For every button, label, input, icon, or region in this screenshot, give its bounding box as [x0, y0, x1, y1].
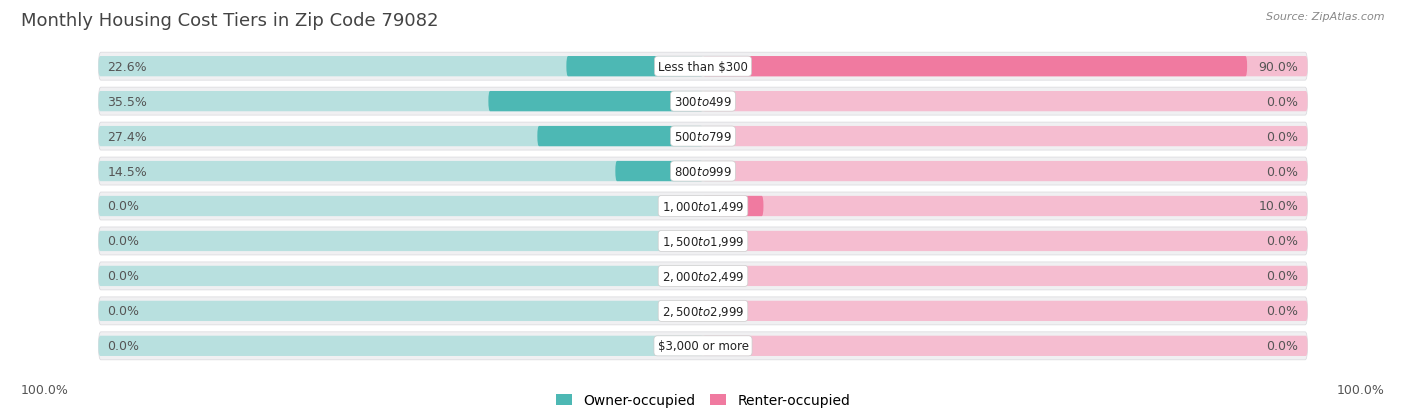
Text: 27.4%: 27.4%	[107, 130, 148, 143]
Text: 35.5%: 35.5%	[107, 95, 148, 108]
Text: 0.0%: 0.0%	[1267, 95, 1299, 108]
Text: 0.0%: 0.0%	[1267, 270, 1299, 283]
FancyBboxPatch shape	[616, 161, 703, 182]
Text: 0.0%: 0.0%	[107, 270, 139, 283]
Text: 22.6%: 22.6%	[107, 61, 148, 74]
FancyBboxPatch shape	[703, 301, 1308, 321]
FancyBboxPatch shape	[98, 123, 1308, 151]
FancyBboxPatch shape	[703, 57, 1247, 77]
FancyBboxPatch shape	[703, 197, 1308, 216]
Text: 100.0%: 100.0%	[1337, 384, 1385, 396]
FancyBboxPatch shape	[98, 92, 703, 112]
Text: 0.0%: 0.0%	[1267, 339, 1299, 352]
Text: $800 to $999: $800 to $999	[673, 165, 733, 178]
Text: Less than $300: Less than $300	[658, 61, 748, 74]
Text: $1,500 to $1,999: $1,500 to $1,999	[662, 235, 744, 248]
FancyBboxPatch shape	[98, 336, 703, 356]
FancyBboxPatch shape	[703, 57, 1308, 77]
Legend: Owner-occupied, Renter-occupied: Owner-occupied, Renter-occupied	[550, 388, 856, 413]
FancyBboxPatch shape	[98, 88, 1308, 116]
FancyBboxPatch shape	[98, 332, 1308, 360]
FancyBboxPatch shape	[567, 57, 703, 77]
Text: 10.0%: 10.0%	[1258, 200, 1299, 213]
FancyBboxPatch shape	[98, 262, 1308, 290]
FancyBboxPatch shape	[703, 92, 1308, 112]
FancyBboxPatch shape	[98, 301, 703, 321]
FancyBboxPatch shape	[703, 197, 763, 216]
Text: 0.0%: 0.0%	[1267, 165, 1299, 178]
Text: 0.0%: 0.0%	[107, 305, 139, 318]
Text: $500 to $799: $500 to $799	[673, 130, 733, 143]
FancyBboxPatch shape	[488, 92, 703, 112]
Text: 0.0%: 0.0%	[107, 235, 139, 248]
Text: Source: ZipAtlas.com: Source: ZipAtlas.com	[1267, 12, 1385, 22]
Text: $3,000 or more: $3,000 or more	[658, 339, 748, 352]
FancyBboxPatch shape	[98, 57, 703, 77]
Text: 0.0%: 0.0%	[107, 339, 139, 352]
FancyBboxPatch shape	[703, 161, 1308, 182]
Text: $2,500 to $2,999: $2,500 to $2,999	[662, 304, 744, 318]
FancyBboxPatch shape	[703, 266, 1308, 286]
FancyBboxPatch shape	[98, 266, 703, 286]
Text: 0.0%: 0.0%	[1267, 305, 1299, 318]
FancyBboxPatch shape	[98, 53, 1308, 81]
Text: $2,000 to $2,499: $2,000 to $2,499	[662, 269, 744, 283]
FancyBboxPatch shape	[98, 197, 703, 216]
Text: 0.0%: 0.0%	[1267, 235, 1299, 248]
Text: Monthly Housing Cost Tiers in Zip Code 79082: Monthly Housing Cost Tiers in Zip Code 7…	[21, 12, 439, 30]
Text: 14.5%: 14.5%	[107, 165, 148, 178]
Text: 0.0%: 0.0%	[107, 200, 139, 213]
FancyBboxPatch shape	[703, 336, 1308, 356]
FancyBboxPatch shape	[98, 161, 703, 182]
Text: 0.0%: 0.0%	[1267, 130, 1299, 143]
Text: 100.0%: 100.0%	[21, 384, 69, 396]
FancyBboxPatch shape	[98, 228, 1308, 255]
FancyBboxPatch shape	[98, 192, 1308, 221]
Text: $1,000 to $1,499: $1,000 to $1,499	[662, 199, 744, 214]
FancyBboxPatch shape	[703, 127, 1308, 147]
FancyBboxPatch shape	[703, 231, 1308, 252]
Text: 90.0%: 90.0%	[1258, 61, 1299, 74]
FancyBboxPatch shape	[98, 231, 703, 252]
FancyBboxPatch shape	[537, 127, 703, 147]
FancyBboxPatch shape	[98, 297, 1308, 325]
Text: $300 to $499: $300 to $499	[673, 95, 733, 108]
FancyBboxPatch shape	[98, 158, 1308, 185]
FancyBboxPatch shape	[98, 127, 703, 147]
